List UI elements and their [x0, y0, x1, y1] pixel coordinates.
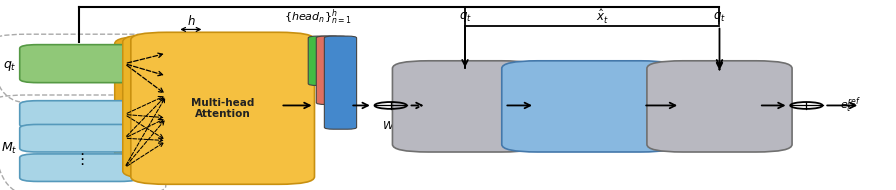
Text: Multi-head
Attention: Multi-head Attention [192, 97, 254, 119]
FancyBboxPatch shape [392, 61, 538, 152]
FancyBboxPatch shape [131, 32, 314, 184]
FancyBboxPatch shape [20, 154, 138, 181]
FancyBboxPatch shape [324, 36, 357, 129]
Text: $e_t^{ref}$: $e_t^{ref}$ [840, 96, 861, 115]
Text: $W_n^m$: $W_n^m$ [134, 157, 153, 172]
Text: $c_t$: $c_t$ [665, 88, 676, 100]
Text: $W_n^q$: $W_n^q$ [134, 36, 152, 51]
FancyBboxPatch shape [647, 61, 792, 152]
Text: Add &
Norm: Add & Norm [702, 96, 737, 117]
Text: $h$: $h$ [186, 14, 195, 28]
Text: $W^o$: $W^o$ [382, 118, 400, 132]
FancyBboxPatch shape [115, 36, 298, 173]
Text: $\{head_n\}_{n=1}^{h}$: $\{head_n\}_{n=1}^{h}$ [284, 7, 352, 27]
FancyBboxPatch shape [123, 34, 306, 179]
FancyBboxPatch shape [316, 36, 349, 104]
Text: $q_t$: $q_t$ [459, 10, 471, 24]
Text: Add &
Norm: Add & Norm [447, 96, 483, 117]
Text: $\hat{x}_t$: $\hat{x}_t$ [596, 8, 608, 26]
Text: $M_t$: $M_t$ [1, 141, 17, 156]
Text: $q_t$: $q_t$ [3, 59, 16, 73]
Text: $\vdots$: $\vdots$ [73, 151, 84, 167]
Text: $\hat{c}_t$: $\hat{c}_t$ [781, 86, 792, 102]
FancyBboxPatch shape [20, 101, 138, 128]
FancyBboxPatch shape [20, 124, 138, 152]
Text: Feed-Forward
Networks: Feed-Forward Networks [548, 96, 630, 117]
FancyBboxPatch shape [502, 61, 676, 152]
FancyBboxPatch shape [308, 36, 340, 86]
Text: $q_t$: $q_t$ [713, 10, 726, 24]
FancyBboxPatch shape [20, 45, 138, 83]
